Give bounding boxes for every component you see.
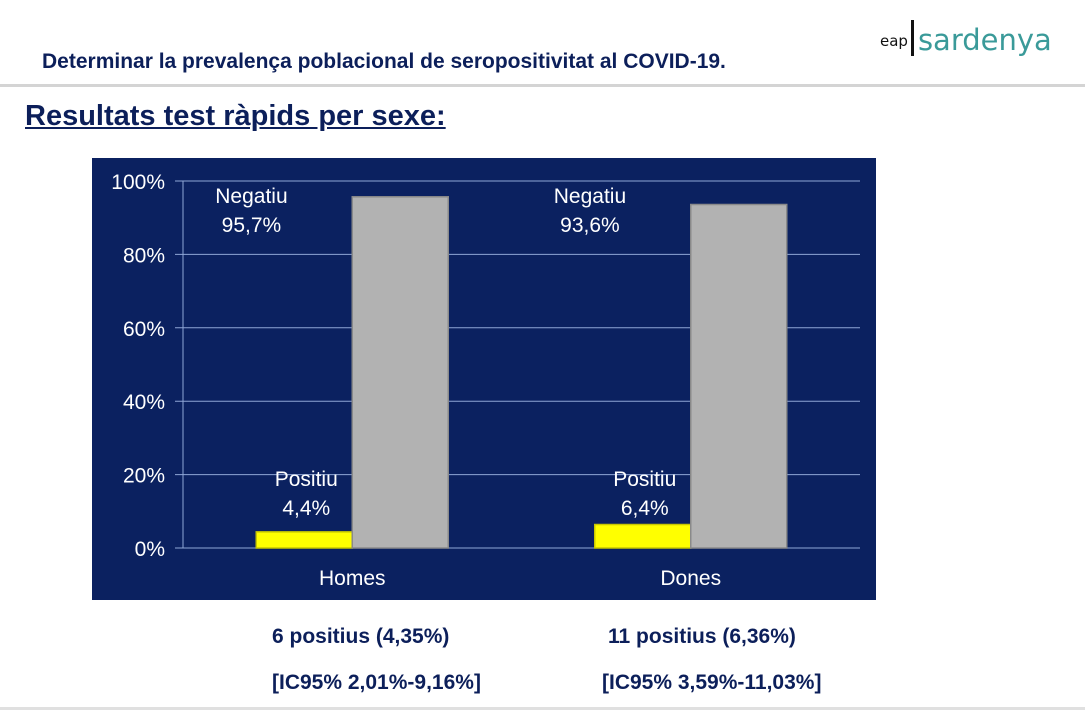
dones-count-note: 11 positius (6,36%) bbox=[608, 625, 796, 648]
x-tick-label: Dones bbox=[660, 567, 721, 590]
logo-name: sardenya bbox=[917, 23, 1052, 57]
data-label: 6,4% bbox=[621, 497, 669, 520]
y-tick-label: 100% bbox=[111, 171, 165, 194]
logo: eap sardenya bbox=[880, 20, 1052, 56]
bar-negatiu bbox=[690, 203, 788, 549]
page-title: Determinar la prevalença poblacional de … bbox=[42, 50, 726, 73]
header-divider bbox=[0, 84, 1085, 87]
data-label: 93,6% bbox=[560, 214, 620, 237]
section-subtitle: Resultats test ràpids per sexe: bbox=[25, 100, 446, 132]
bar-positiu bbox=[255, 531, 353, 549]
series-label: Positiu bbox=[613, 468, 676, 491]
series-label: Negatiu bbox=[554, 185, 626, 208]
y-tick-label: 0% bbox=[135, 538, 165, 561]
y-tick-label: 40% bbox=[123, 391, 165, 414]
dones-ci-note: [IC95% 3,59%-11,03%] bbox=[602, 671, 822, 694]
logo-divider bbox=[910, 20, 914, 56]
series-label: Negatiu bbox=[215, 185, 287, 208]
bar-positiu bbox=[594, 523, 692, 549]
series-label: Positiu bbox=[275, 468, 338, 491]
y-tick-label: 80% bbox=[123, 244, 165, 267]
x-tick-label: Homes bbox=[319, 567, 386, 590]
bar-negatiu bbox=[351, 196, 449, 549]
logo-prefix: eap bbox=[880, 32, 908, 50]
data-label: 4,4% bbox=[282, 497, 330, 520]
footer-divider bbox=[0, 707, 1085, 710]
y-tick-label: 60% bbox=[123, 318, 165, 341]
homes-count-note: 6 positius (4,35%) bbox=[272, 625, 450, 648]
data-label: 95,7% bbox=[222, 214, 282, 237]
y-tick-label: 20% bbox=[123, 465, 165, 488]
homes-ci-note: [IC95% 2,01%-9,16%] bbox=[272, 671, 481, 694]
